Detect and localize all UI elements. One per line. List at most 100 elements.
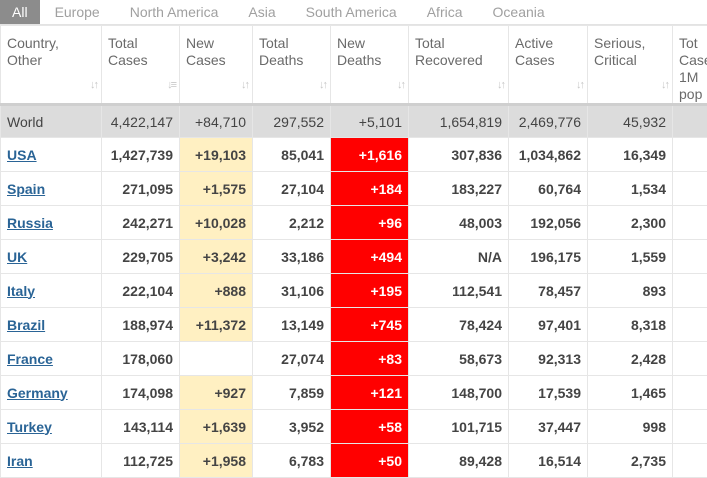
country-link[interactable]: Spain [7, 181, 45, 197]
tab-south-america[interactable]: South America [291, 0, 412, 24]
active-cases-cell: 37,447 [509, 410, 588, 444]
country-cell: Turkey [1, 410, 102, 444]
serious-critical-cell: 893 [588, 274, 673, 308]
new-cases-cell: +927 [180, 376, 253, 410]
total-cases-cell: 188,974 [102, 308, 180, 342]
serious-critical-cell: 2,428 [588, 342, 673, 376]
total-cases-cell: 271,095 [102, 172, 180, 206]
new-cases-cell: +1,958 [180, 444, 253, 478]
total-recovered-cell: 48,003 [409, 206, 509, 240]
tab-all[interactable]: All [0, 0, 40, 24]
total-deaths-cell: 33,186 [253, 240, 331, 274]
serious-critical-cell: 998 [588, 410, 673, 444]
total-cases-cell: 143,114 [102, 410, 180, 444]
serious-critical-cell: 16,349 [588, 138, 673, 172]
total-recovered-cell: 78,424 [409, 308, 509, 342]
total-deaths-cell: 27,104 [253, 172, 331, 206]
tot-cases-1m-cell [673, 308, 707, 342]
serious-critical-cell: 1,559 [588, 240, 673, 274]
serious-critical-cell: 2,735 [588, 444, 673, 478]
tab-asia[interactable]: Asia [233, 0, 290, 24]
total-cases-cell: 112,725 [102, 444, 180, 478]
active-cases-cell: 196,175 [509, 240, 588, 274]
new-deaths-cell: +121 [331, 376, 409, 410]
country-link[interactable]: France [7, 351, 53, 367]
serious-critical-cell: 1,465 [588, 376, 673, 410]
total-deaths-cell: 3,952 [253, 410, 331, 444]
col-header-tot-cases-1m[interactable]: Tot Cases/ 1M pop [673, 26, 707, 105]
new-deaths-cell: +195 [331, 274, 409, 308]
col-header-new-deaths[interactable]: New Deaths↓↑ [331, 26, 409, 105]
sort-arrows-icon: ↓↑ [576, 77, 583, 94]
country-link[interactable]: Russia [7, 215, 53, 231]
active-cases-cell: 17,539 [509, 376, 588, 410]
country-cell: France [1, 342, 102, 376]
serious-critical-cell: 45,932 [588, 105, 673, 138]
col-header-total-deaths[interactable]: Total Deaths↓↑ [253, 26, 331, 105]
sort-desc-icon: ↓≡ [167, 77, 175, 94]
country-cell: UK [1, 240, 102, 274]
tot-cases-1m-cell [673, 105, 707, 138]
new-cases-cell: +10,028 [180, 206, 253, 240]
tot-cases-1m-cell [673, 172, 707, 206]
sort-arrows-icon: ↓↑ [397, 77, 404, 94]
col-header-new-cases[interactable]: New Cases↓↑ [180, 26, 253, 105]
total-deaths-cell: 7,859 [253, 376, 331, 410]
new-deaths-cell: +5,101 [331, 105, 409, 138]
new-cases-cell: +19,103 [180, 138, 253, 172]
tot-cases-1m-cell [673, 342, 707, 376]
total-deaths-cell: 297,552 [253, 105, 331, 138]
tab-africa[interactable]: Africa [412, 0, 478, 24]
col-header-serious-critical[interactable]: Serious, Critical↓↑ [588, 26, 673, 105]
tab-north-america[interactable]: North America [115, 0, 234, 24]
sort-arrows-icon: ↓↑ [319, 77, 326, 94]
table-header-row: Country, Other↓↑ Total Cases↓≡ New Cases… [1, 26, 707, 105]
total-deaths-cell: 2,212 [253, 206, 331, 240]
col-header-total-recovered[interactable]: Total Recovered↓↑ [409, 26, 509, 105]
covid-stats-table: Country, Other↓↑ Total Cases↓≡ New Cases… [0, 25, 707, 478]
serious-critical-cell: 2,300 [588, 206, 673, 240]
country-cell: Italy [1, 274, 102, 308]
country-link[interactable]: Turkey [7, 419, 52, 435]
total-cases-cell: 229,705 [102, 240, 180, 274]
world-total-row: World 4,422,147 +84,710 297,552 +5,101 1… [1, 105, 707, 138]
new-deaths-cell: +745 [331, 308, 409, 342]
country-link[interactable]: UK [7, 249, 27, 265]
col-header-total-cases[interactable]: Total Cases↓≡ [102, 26, 180, 105]
tab-europe[interactable]: Europe [40, 0, 115, 24]
new-deaths-cell: +58 [331, 410, 409, 444]
country-cell: USA [1, 138, 102, 172]
active-cases-cell: 16,514 [509, 444, 588, 478]
sort-arrows-icon: ↓↑ [241, 77, 248, 94]
country-cell: Brazil [1, 308, 102, 342]
new-cases-cell: +888 [180, 274, 253, 308]
active-cases-cell: 92,313 [509, 342, 588, 376]
col-header-active-cases[interactable]: Active Cases↓↑ [509, 26, 588, 105]
total-cases-cell: 174,098 [102, 376, 180, 410]
total-recovered-cell: 183,227 [409, 172, 509, 206]
tab-oceania[interactable]: Oceania [478, 0, 560, 24]
new-cases-cell: +1,575 [180, 172, 253, 206]
country-link[interactable]: Brazil [7, 317, 45, 333]
new-deaths-cell: +1,616 [331, 138, 409, 172]
active-cases-cell: 2,469,776 [509, 105, 588, 138]
tot-cases-1m-cell [673, 138, 707, 172]
total-deaths-cell: 27,074 [253, 342, 331, 376]
sort-arrows-icon: ↓↑ [497, 77, 504, 94]
country-cell: World [1, 105, 102, 138]
tot-cases-1m-cell [673, 274, 707, 308]
country-link[interactable]: USA [7, 147, 37, 163]
country-link[interactable]: Italy [7, 283, 35, 299]
region-tabs: All Europe North America Asia South Amer… [0, 0, 707, 25]
total-deaths-cell: 13,149 [253, 308, 331, 342]
col-header-country[interactable]: Country, Other↓↑ [1, 26, 102, 105]
country-link[interactable]: Germany [7, 385, 68, 401]
tot-cases-1m-cell [673, 444, 707, 478]
new-cases-cell: +1,639 [180, 410, 253, 444]
total-cases-cell: 178,060 [102, 342, 180, 376]
total-recovered-cell: 1,654,819 [409, 105, 509, 138]
